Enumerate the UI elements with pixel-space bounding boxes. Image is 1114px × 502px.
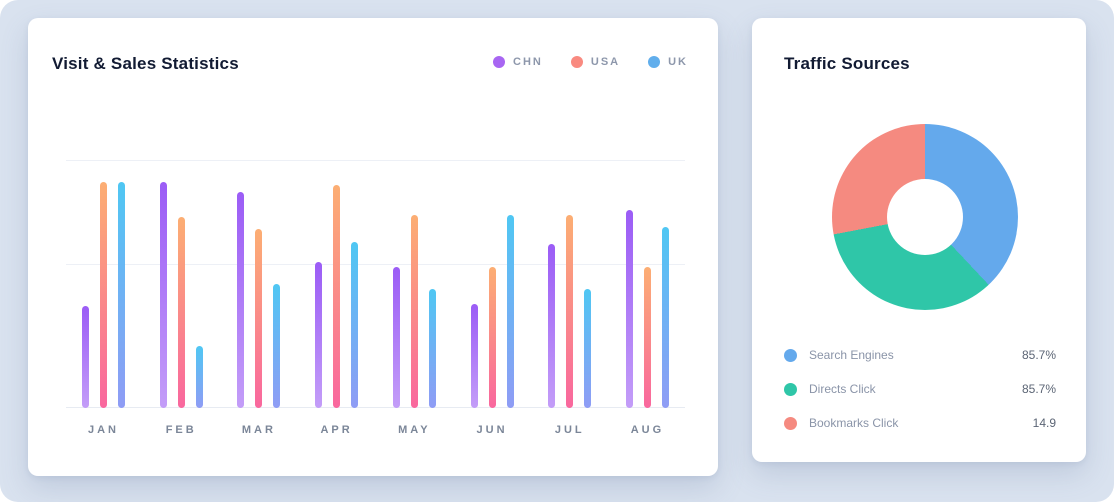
visit-sales-title: Visit & Sales Statistics xyxy=(52,54,239,73)
bar-usa-jul xyxy=(566,214,574,408)
bar-chn-jan xyxy=(82,306,89,408)
bar-usa-mar xyxy=(255,229,263,408)
bar-group-may: MAY xyxy=(392,160,436,436)
legend-label-chn: CHN xyxy=(513,56,543,68)
legend-label-usa: USA xyxy=(590,56,621,68)
bar-group-mar: MAR xyxy=(237,160,281,436)
donut-chart xyxy=(832,124,1018,310)
gridline xyxy=(66,160,685,161)
x-axis-label-may: MAY xyxy=(398,424,431,436)
legend-row-bookmarks-click[interactable]: Bookmarks Click 14.9 xyxy=(784,416,1056,430)
bar-chn-may xyxy=(392,266,400,408)
legend-row-directs-click[interactable]: Directs Click 85.7% xyxy=(784,382,1056,396)
x-axis-label-aug: AUG xyxy=(630,424,665,436)
uk-dot-icon xyxy=(648,56,661,68)
legend-value: 85.7% xyxy=(1021,348,1056,362)
bar-usa-jun xyxy=(488,266,496,408)
chn-dot-icon xyxy=(493,56,506,68)
bar-chart-legend: CHN USA UK xyxy=(493,56,688,68)
bookmarks-click-dot-icon xyxy=(784,416,797,430)
bar-group-aug: AUG xyxy=(625,160,669,436)
bar-group-jul: JUL xyxy=(548,160,592,436)
bar-chn-jun xyxy=(470,303,478,408)
bar-group-jan: JAN xyxy=(82,160,125,436)
bar-usa-may xyxy=(410,214,418,408)
legend-row-search-engines[interactable]: Search Engines 85.7% xyxy=(784,348,1056,362)
donut-legend: Search Engines 85.7% Directs Click 85.7%… xyxy=(784,348,1056,450)
bar-chart: JAN FEB MAR APR MAY JUN JUL AUG xyxy=(66,160,685,436)
bar-chn-apr xyxy=(315,261,323,408)
usa-dot-icon xyxy=(570,56,583,68)
bar-group-feb: FEB xyxy=(159,160,203,436)
bar-uk-may xyxy=(428,288,436,408)
visit-sales-card: Visit & Sales Statistics CHN USA UK JAN F… xyxy=(28,18,718,476)
traffic-sources-card: Traffic Sources Search Engines 85.7% Dir… xyxy=(752,18,1086,462)
directs-click-dot-icon xyxy=(784,382,797,396)
bar-groups: JAN FEB MAR APR MAY JUN JUL AUG xyxy=(66,160,685,436)
bar-group-apr: APR xyxy=(315,160,359,436)
bar-usa-apr xyxy=(333,184,341,408)
search-engines-dot-icon xyxy=(784,348,797,362)
x-axis-label-apr: APR xyxy=(320,424,353,436)
bar-uk-mar xyxy=(273,284,281,408)
x-axis-baseline xyxy=(66,407,685,408)
x-axis-label-jul: JUL xyxy=(554,424,585,436)
bar-uk-jul xyxy=(584,288,592,408)
legend-item-chn[interactable]: CHN xyxy=(493,56,543,68)
traffic-sources-title: Traffic Sources xyxy=(784,54,910,73)
legend-label: Bookmarks Click xyxy=(809,416,899,430)
gridline xyxy=(66,264,685,266)
bar-group-jun: JUN xyxy=(470,160,514,436)
legend-item-usa[interactable]: USA xyxy=(570,56,621,68)
legend-label: Search Engines xyxy=(809,348,894,362)
bar-uk-jun xyxy=(506,214,514,408)
legend-item-uk[interactable]: UK xyxy=(648,56,688,68)
bar-uk-aug xyxy=(661,226,669,408)
bar-usa-aug xyxy=(643,266,651,408)
bar-usa-jan xyxy=(100,182,107,408)
x-axis-label-feb: FEB xyxy=(165,424,197,436)
bar-chn-feb xyxy=(159,182,167,408)
donut-hole xyxy=(887,179,963,255)
x-axis-label-mar: MAR xyxy=(241,424,276,436)
legend-value: 14.9 xyxy=(1032,416,1056,430)
x-axis-label-jun: JUN xyxy=(476,424,508,436)
legend-label-uk: UK xyxy=(668,56,688,68)
x-axis-label-jan: JAN xyxy=(87,424,120,436)
bar-uk-jan xyxy=(118,182,125,408)
bar-chn-mar xyxy=(237,192,245,408)
legend-label: Directs Click xyxy=(809,382,876,396)
bar-usa-feb xyxy=(177,217,185,408)
legend-value: 85.7% xyxy=(1021,382,1056,396)
bar-uk-feb xyxy=(195,346,203,408)
bar-chn-aug xyxy=(625,209,633,408)
bar-chn-jul xyxy=(548,244,556,408)
bar-uk-apr xyxy=(351,241,359,408)
